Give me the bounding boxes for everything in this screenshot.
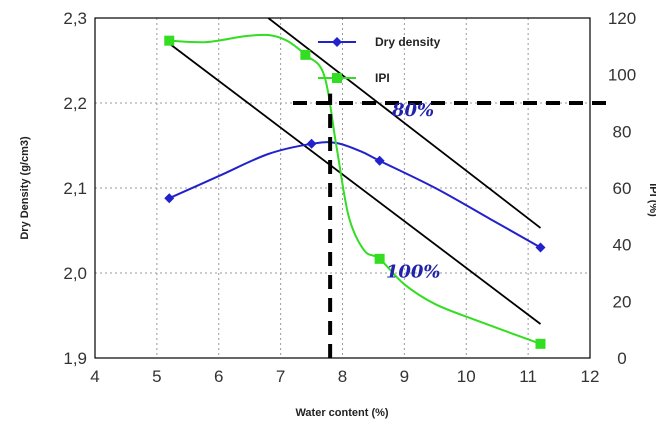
y-left-tick-label: 1,9 [63, 349, 87, 368]
legend-label: IPI [375, 71, 390, 85]
legend-marker [332, 37, 342, 47]
y-right-tick-label: 100 [608, 66, 636, 85]
data-point-dry-density [374, 155, 385, 166]
y-left-tick-label: 2,2 [63, 94, 87, 113]
series-lines [168, 33, 541, 345]
y-left-tick-label: 2,1 [63, 179, 87, 198]
series-line-ipi [169, 33, 541, 345]
series-line-dry-density [168, 141, 541, 249]
legend-marker [332, 73, 342, 83]
y-right-tick-label: 80 [613, 122, 632, 141]
x-tick-label: 11 [519, 367, 537, 386]
tick-labels: 4 5 6 7 8 9 10 11 12 1,9 2,0 2,1 2,2 2,3 0 20 40 60 80 100 1… [63, 9, 636, 386]
data-point-ipi [300, 49, 311, 60]
x-tick-label: 7 [276, 367, 285, 386]
x-tick-label: 9 [400, 367, 409, 386]
x-tick-label: 5 [152, 367, 161, 386]
y-right-tick-label: 20 [613, 292, 632, 311]
legend-label: Dry density [375, 35, 441, 49]
plot-border [94, 17, 591, 359]
data-point-dry-density [306, 138, 317, 149]
data-point-ipi [164, 35, 175, 46]
data-point-dry-density [164, 193, 175, 204]
saturation-line [267, 18, 542, 229]
plot-frame [94, 17, 591, 359]
saturation-lines [168, 18, 542, 325]
x-tick-label: 12 [581, 367, 600, 386]
data-point-ipi [535, 338, 546, 349]
legend: Dry density IPI [318, 35, 441, 85]
y-left-tick-label: 2,3 [63, 9, 87, 28]
x-tick-label: 6 [214, 367, 223, 386]
saturation-annotation: 100% [386, 261, 441, 282]
reference-lines [293, 93, 609, 358]
y-left-tick-label: 2,0 [63, 264, 87, 283]
x-tick-label: 10 [457, 367, 476, 386]
x-tick-label: 8 [338, 367, 347, 386]
data-point-dry-density [535, 242, 546, 253]
y-right-tick-label: 0 [617, 349, 626, 368]
x-tick-label: 4 [90, 367, 99, 386]
x-axis-label: Water content (%) [295, 407, 388, 419]
y-right-tick-label: 40 [613, 236, 632, 255]
saturation-annotation: 80% [391, 100, 434, 121]
y-axis-left-label: Dry Density (g/cm3) [19, 136, 31, 240]
annotations: 80% 100% [386, 100, 441, 283]
y-right-tick-label: 60 [613, 179, 632, 198]
y-axis-right-label: IPI (%) [647, 183, 656, 217]
saturation-line [168, 42, 542, 325]
data-point-ipi [374, 253, 385, 264]
markers [164, 35, 546, 349]
y-right-tick-label: 120 [608, 9, 636, 28]
